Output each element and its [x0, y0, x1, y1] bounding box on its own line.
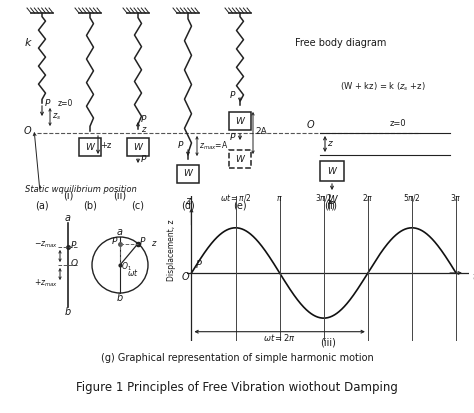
Text: O: O — [71, 259, 78, 268]
Text: W: W — [328, 166, 337, 176]
Text: (iii): (iii) — [320, 338, 336, 348]
Text: P: P — [141, 154, 146, 164]
Text: W: W — [86, 142, 94, 152]
Text: Static wquilibrium position: Static wquilibrium position — [25, 185, 137, 195]
Text: O: O — [23, 126, 31, 136]
Bar — [79, 138, 101, 156]
Text: z: z — [151, 239, 155, 248]
Text: W: W — [236, 116, 245, 126]
Text: P: P — [178, 140, 183, 150]
Text: P: P — [229, 133, 235, 142]
Bar — [229, 112, 251, 130]
Text: (i): (i) — [63, 191, 73, 201]
Text: $\omega t$: $\omega t$ — [127, 268, 138, 278]
Text: (f): (f) — [325, 201, 336, 211]
Text: z: z — [141, 124, 146, 133]
Text: O: O — [182, 273, 189, 282]
Bar — [229, 150, 251, 168]
Bar — [320, 161, 344, 181]
Text: $3\pi/2$: $3\pi/2$ — [315, 192, 333, 203]
Text: +z: +z — [100, 140, 111, 150]
Text: 2A: 2A — [255, 126, 267, 135]
Text: a: a — [117, 227, 123, 237]
Text: (ii): (ii) — [113, 191, 127, 201]
Text: W: W — [236, 154, 245, 164]
Text: (W + kz) = k ($z_s$ +z): (W + kz) = k ($z_s$ +z) — [340, 81, 426, 93]
Text: P: P — [196, 260, 201, 270]
Text: $2\pi$: $2\pi$ — [362, 192, 374, 203]
Text: W: W — [183, 169, 192, 178]
Text: $\omega t = 2\pi$: $\omega t = 2\pi$ — [263, 332, 296, 343]
Text: z: z — [327, 140, 332, 149]
Text: W: W — [327, 195, 337, 205]
Text: P: P — [140, 237, 146, 246]
Text: (a): (a) — [35, 201, 49, 211]
Text: (d): (d) — [181, 201, 195, 211]
Text: b: b — [117, 293, 123, 303]
Text: $z_{max}$=A: $z_{max}$=A — [199, 140, 228, 152]
Text: $\omega t=\pi/2$: $\omega t=\pi/2$ — [220, 192, 251, 203]
Text: Displacement, z: Displacement, z — [167, 220, 176, 281]
Text: $-z_{max}$: $-z_{max}$ — [34, 240, 58, 250]
Text: Figure 1 Principles of Free Vibration wiothout Damping: Figure 1 Principles of Free Vibration wi… — [76, 382, 398, 394]
Text: $z_s$: $z_s$ — [52, 112, 61, 122]
Text: P: P — [111, 237, 117, 246]
Text: (g) Graphical representation of simple harmonic motion: (g) Graphical representation of simple h… — [100, 353, 374, 363]
Text: $\pi$: $\pi$ — [276, 194, 283, 203]
Text: a: a — [65, 213, 71, 223]
Text: z=0: z=0 — [58, 98, 73, 107]
Text: $3\pi$: $3\pi$ — [450, 192, 462, 203]
Bar — [127, 138, 149, 156]
Text: k: k — [25, 38, 31, 48]
Text: z=0: z=0 — [390, 119, 407, 128]
Text: Free body diagram: Free body diagram — [295, 38, 386, 48]
Text: (e): (e) — [233, 201, 247, 211]
Bar — [177, 165, 199, 183]
Text: t: t — [472, 272, 474, 282]
Text: $5\pi/2$: $5\pi/2$ — [403, 192, 421, 203]
Text: P: P — [45, 98, 50, 107]
Text: b: b — [65, 307, 71, 317]
Text: z: z — [185, 196, 190, 206]
Text: W: W — [134, 142, 143, 152]
Text: O: O — [306, 120, 314, 130]
Text: (c): (c) — [131, 201, 145, 211]
Text: P: P — [141, 114, 146, 123]
Text: (f): (f) — [327, 201, 337, 211]
Text: (b): (b) — [83, 201, 97, 211]
Text: P: P — [229, 90, 235, 100]
Text: $+z_{max}$: $+z_{max}$ — [34, 277, 58, 289]
Text: $O_1$: $O_1$ — [121, 261, 132, 273]
Text: P: P — [71, 240, 76, 249]
